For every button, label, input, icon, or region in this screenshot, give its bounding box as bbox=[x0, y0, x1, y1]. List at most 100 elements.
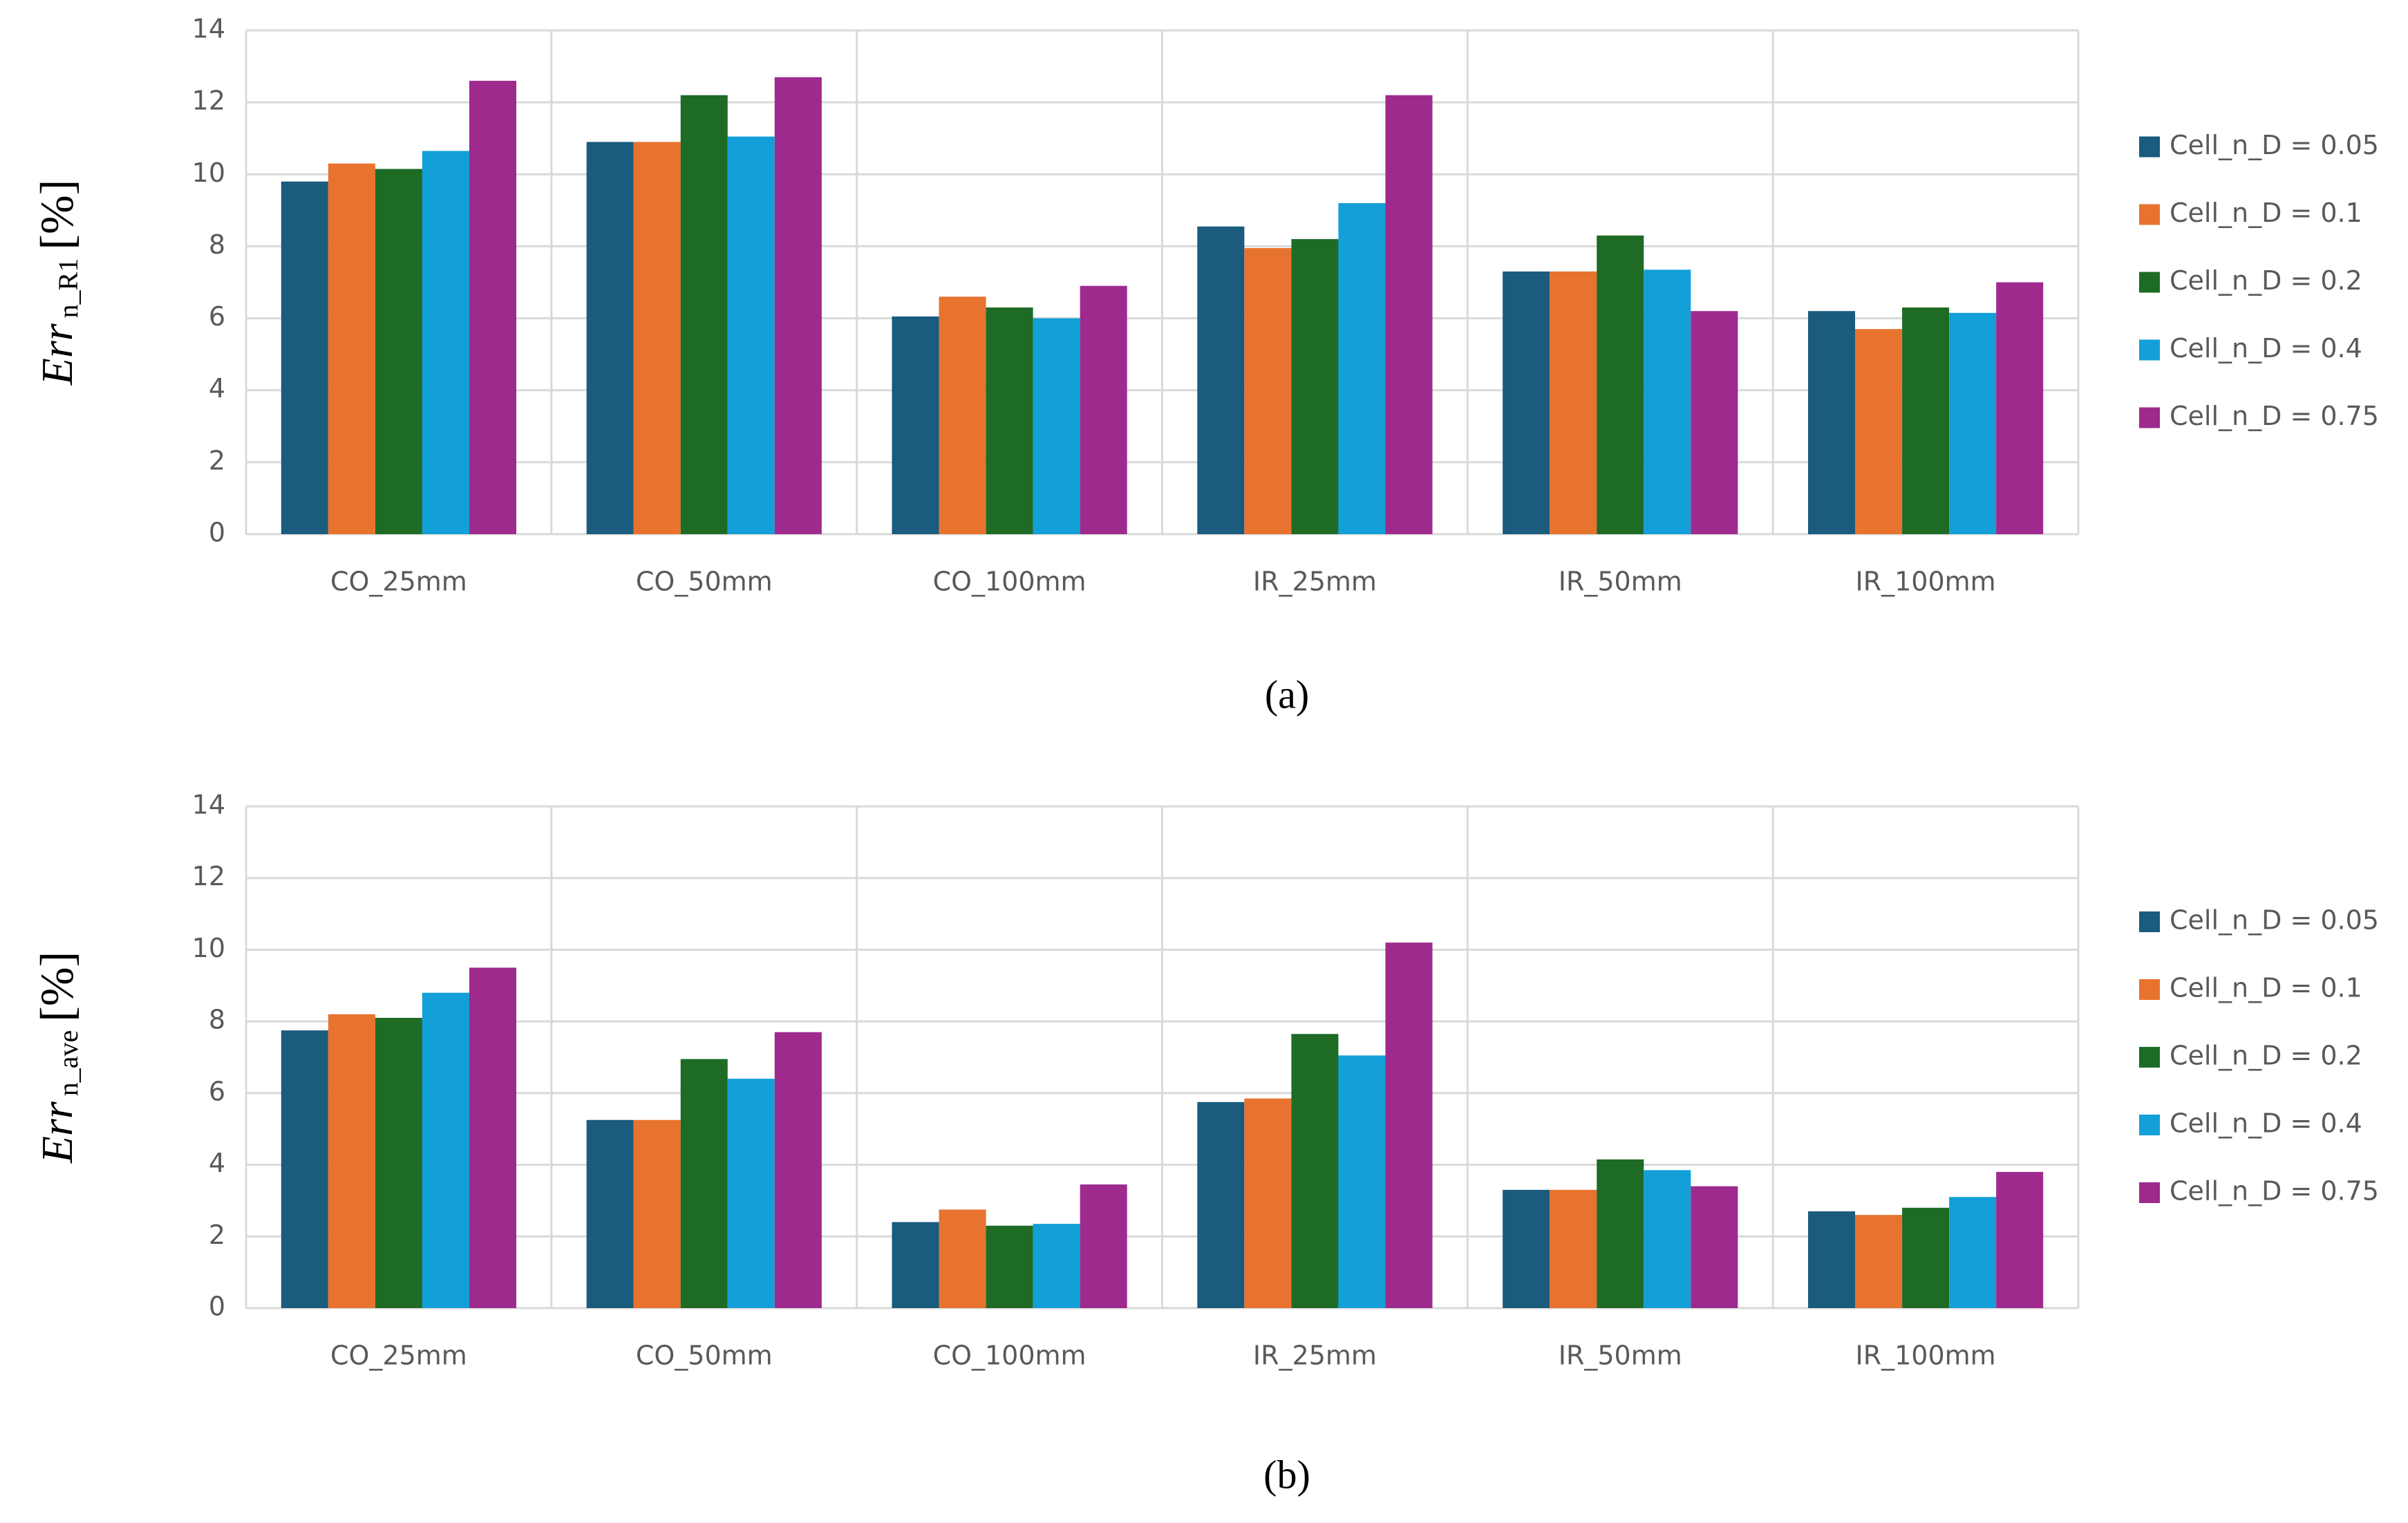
bar bbox=[1291, 1034, 1339, 1308]
legend-swatch bbox=[2139, 911, 2160, 932]
bar bbox=[1597, 1159, 1644, 1308]
bar bbox=[1644, 1170, 1691, 1308]
bar bbox=[1902, 1207, 1950, 1308]
bar bbox=[1338, 202, 1386, 534]
x-tick-label: CO_50mm bbox=[636, 567, 773, 597]
x-tick-label: CO_50mm bbox=[636, 1341, 773, 1371]
bar bbox=[1949, 312, 1997, 534]
x-tick-label: IR_100mm bbox=[1855, 1341, 1995, 1371]
bar bbox=[1550, 271, 1597, 534]
y-tick-label: 4 bbox=[209, 373, 225, 404]
y-tick-label: 0 bbox=[209, 1292, 225, 1322]
legend-label: Cell_n_D = 0.05 bbox=[2170, 130, 2379, 160]
bar bbox=[1503, 1189, 1550, 1308]
bar bbox=[892, 1222, 939, 1308]
bar bbox=[774, 77, 822, 534]
bar bbox=[469, 80, 517, 534]
y-tick-label: 14 bbox=[192, 790, 225, 820]
x-tick-label: IR_25mm bbox=[1253, 1341, 1377, 1371]
bar bbox=[1385, 95, 1433, 534]
bar bbox=[1996, 1171, 2044, 1308]
bar bbox=[727, 136, 775, 534]
bar bbox=[939, 296, 986, 534]
y-label-unit: [%] bbox=[30, 952, 83, 1022]
legend-label: Cell_n_D = 0.2 bbox=[2170, 1041, 2362, 1071]
bar bbox=[422, 151, 469, 535]
bar bbox=[1691, 1186, 1738, 1308]
x-tick-label: IR_50mm bbox=[1559, 567, 1682, 597]
bar bbox=[1807, 1211, 1856, 1308]
bar bbox=[1033, 318, 1080, 534]
bar bbox=[892, 316, 939, 534]
bar bbox=[1080, 285, 1127, 534]
bar bbox=[1644, 269, 1691, 534]
x-tick-label: IR_100mm bbox=[1855, 567, 1995, 597]
y-tick-label: 4 bbox=[209, 1148, 225, 1178]
legend-label: Cell_n_D = 0.4 bbox=[2170, 333, 2362, 363]
y-tick-label: 8 bbox=[209, 229, 225, 260]
y-tick-label: 6 bbox=[209, 301, 225, 332]
bar bbox=[1338, 1055, 1386, 1308]
bar bbox=[727, 1079, 775, 1308]
bar bbox=[328, 163, 375, 534]
bar bbox=[1385, 943, 1433, 1308]
legend-swatch bbox=[2139, 979, 2160, 1000]
legend-label: Cell_n_D = 0.4 bbox=[2170, 1108, 2362, 1139]
y-axis-label: Err n_R1 [%] bbox=[30, 180, 84, 386]
y-tick-label: 10 bbox=[192, 158, 225, 188]
legend-label: Cell_n_D = 0.1 bbox=[2170, 198, 2362, 228]
y-tick-label: 0 bbox=[209, 518, 225, 548]
bar bbox=[1503, 271, 1550, 534]
y-tick-label: 2 bbox=[209, 445, 225, 475]
y-axis-label: Err n_ave [%] bbox=[30, 952, 84, 1164]
y-tick-label: 12 bbox=[192, 86, 225, 116]
panel-caption: (b) bbox=[1263, 1452, 1310, 1497]
bar bbox=[1949, 1197, 1997, 1308]
bar bbox=[328, 1014, 375, 1308]
legend-label: Cell_n_D = 0.2 bbox=[2170, 265, 2362, 296]
bar bbox=[1033, 1224, 1080, 1308]
bar bbox=[1807, 311, 1856, 534]
legend-label: Cell_n_D = 0.75 bbox=[2170, 401, 2379, 431]
legend-swatch bbox=[2139, 1115, 2160, 1135]
bar bbox=[1902, 307, 1950, 534]
bar bbox=[1550, 1189, 1597, 1308]
x-tick-label: CO_25mm bbox=[330, 1341, 467, 1371]
bar bbox=[375, 1017, 422, 1308]
y-tick-label: 12 bbox=[192, 861, 225, 891]
x-tick-label: IR_50mm bbox=[1559, 1341, 1682, 1371]
y-label-main: Err bbox=[32, 1101, 82, 1164]
y-tick-label: 6 bbox=[209, 1076, 225, 1106]
bar bbox=[1291, 239, 1339, 534]
y-tick-label: 10 bbox=[192, 933, 225, 963]
bar bbox=[586, 142, 634, 534]
bar bbox=[633, 142, 681, 534]
legend-swatch bbox=[2139, 272, 2160, 293]
bar bbox=[774, 1032, 822, 1308]
y-label-subscript: n_ave bbox=[53, 1030, 84, 1097]
bar bbox=[1691, 311, 1738, 534]
legend-swatch bbox=[2139, 204, 2160, 225]
y-label-unit: [%] bbox=[30, 180, 83, 250]
bar bbox=[1244, 248, 1292, 534]
y-tick-label: 2 bbox=[209, 1220, 225, 1250]
legend-label: Cell_n_D = 0.75 bbox=[2170, 1176, 2379, 1207]
x-tick-label: IR_25mm bbox=[1253, 567, 1377, 597]
legend-swatch bbox=[2139, 339, 2160, 361]
bar bbox=[986, 307, 1033, 534]
legend-label: Cell_n_D = 0.1 bbox=[2170, 973, 2362, 1003]
legend-swatch bbox=[2139, 1047, 2160, 1068]
y-tick-label: 14 bbox=[192, 14, 225, 44]
bar bbox=[1197, 226, 1245, 534]
bar bbox=[1197, 1101, 1245, 1308]
legend-swatch bbox=[2139, 1182, 2160, 1203]
x-tick-label: CO_100mm bbox=[933, 1341, 1087, 1371]
panel-caption: (a) bbox=[1265, 672, 1309, 717]
bar bbox=[1996, 282, 2044, 534]
y-tick-label: 8 bbox=[209, 1005, 225, 1035]
bar bbox=[633, 1119, 681, 1308]
bar bbox=[939, 1209, 986, 1308]
bar bbox=[680, 1059, 728, 1308]
bar bbox=[1597, 235, 1644, 534]
